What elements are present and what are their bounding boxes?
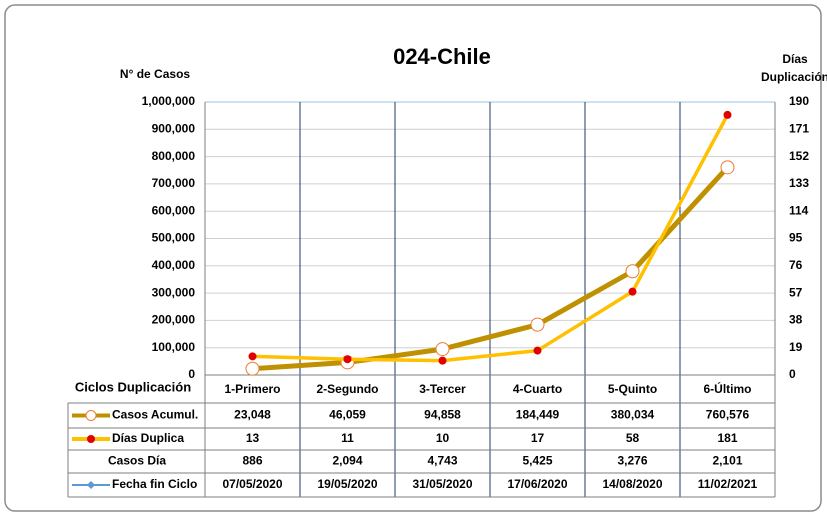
y-tick-label: 800,000 — [152, 149, 196, 163]
data-point — [628, 287, 637, 296]
y2-tick-label: 114 — [789, 203, 809, 217]
y-tick-label: 300,000 — [152, 285, 196, 299]
y2-tick-label: 152 — [789, 149, 809, 163]
table-cell: 380,034 — [611, 408, 655, 422]
chart-title: 024-Chile — [393, 44, 491, 69]
table-cell: 58 — [626, 431, 640, 445]
x-tick-label: 4-Cuarto — [513, 382, 562, 396]
y2-tick-label: 171 — [789, 121, 809, 135]
y2-tick-label: 190 — [789, 94, 809, 108]
legend-key-marker — [87, 435, 95, 443]
legend-label: Casos Acumul. — [112, 408, 198, 422]
table-cell: 181 — [717, 431, 737, 445]
y-tick-label: 0 — [188, 367, 195, 381]
data-point — [625, 264, 640, 279]
series-line — [252, 165, 730, 372]
y2-tick-label: 133 — [789, 176, 809, 190]
table-label: Ciclos Duplicación — [75, 379, 191, 394]
table-cell: 10 — [436, 431, 450, 445]
table-cell: 19/05/2020 — [317, 477, 377, 491]
y2-tick-label: 38 — [789, 313, 803, 327]
y-tick-label: 100,000 — [152, 340, 196, 354]
table-cell: 14/08/2020 — [602, 477, 662, 491]
y2-axis-label: Días — [782, 52, 808, 66]
x-tick-label: 1-Primero — [224, 382, 280, 396]
y-tick-label: 900,000 — [152, 121, 196, 135]
legend-label: Días Duplica — [112, 431, 184, 445]
table-cell: 17/06/2020 — [507, 477, 567, 491]
data-point — [723, 110, 732, 119]
series-line — [252, 114, 730, 363]
data-point — [245, 361, 260, 376]
y-tick-label: 500,000 — [152, 231, 196, 245]
data-point — [438, 356, 447, 365]
y2-tick-label: 0 — [789, 367, 796, 381]
y-tick-label: 1,000,000 — [142, 94, 196, 108]
table-cell: 46,059 — [329, 408, 366, 422]
table-cell: 4,743 — [427, 454, 457, 468]
y-axis-label: N° de Casos — [120, 67, 190, 81]
y2-tick-label: 76 — [789, 258, 803, 272]
data-point — [530, 317, 545, 332]
x-tick-label: 5-Quinto — [608, 382, 657, 396]
x-tick-label: 2-Segundo — [317, 382, 379, 396]
table-cell: 23,048 — [234, 408, 271, 422]
y-tick-label: 600,000 — [152, 203, 196, 217]
y2-tick-label: 57 — [789, 285, 803, 299]
table-cell: 11 — [341, 431, 354, 445]
data-point — [343, 355, 352, 364]
y-tick-label: 200,000 — [152, 313, 196, 327]
legend-key-marker — [85, 410, 97, 421]
table-cell: 760,576 — [706, 408, 750, 422]
data-point — [720, 160, 735, 175]
x-tick-label: 3-Tercer — [419, 382, 466, 396]
table-cell: 5,425 — [522, 454, 552, 468]
table-cell: 11/02/2021 — [698, 477, 758, 491]
legend-label: Casos Día — [108, 454, 166, 468]
table-cell: 2,094 — [332, 454, 362, 468]
data-point — [533, 346, 542, 355]
y2-tick-label: 95 — [789, 231, 803, 245]
table-cell: 94,858 — [424, 408, 461, 422]
table-cell: 31/05/2020 — [412, 477, 472, 491]
y-tick-label: 400,000 — [152, 258, 196, 272]
y2-tick-label: 19 — [789, 340, 803, 354]
y2-axis-label-part: Duplicación — [761, 70, 827, 84]
data-point — [435, 342, 450, 357]
legend-label: Fecha fin Ciclo — [112, 477, 197, 491]
table-cell: 17 — [531, 431, 545, 445]
table-cell: 3,276 — [617, 454, 647, 468]
table-cell: 886 — [242, 454, 262, 468]
table-cell: 184,449 — [516, 408, 560, 422]
table-cell: 2,101 — [712, 454, 742, 468]
table-cell: 07/05/2020 — [222, 477, 282, 491]
data-point — [248, 352, 257, 361]
chart-frame — [4, 4, 822, 512]
legend-key-marker — [87, 481, 95, 489]
table-cell: 13 — [246, 431, 260, 445]
x-tick-label: 6-Último — [704, 381, 752, 396]
y-tick-label: 700,000 — [152, 176, 196, 190]
